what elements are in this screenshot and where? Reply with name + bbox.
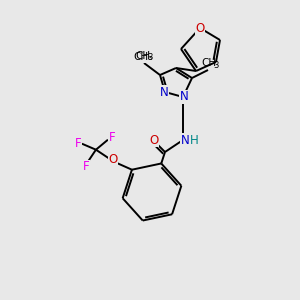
Text: CH₃: CH₃ [134,52,153,62]
Text: 3: 3 [213,61,219,70]
Text: N: N [181,134,189,146]
Text: O: O [195,22,205,34]
Text: O: O [149,134,159,146]
Text: O: O [108,153,118,166]
Text: CH: CH [201,58,217,68]
Text: CH: CH [135,51,151,61]
Text: F: F [82,160,89,173]
Text: 3: 3 [147,53,153,62]
Text: F: F [75,137,81,150]
Text: N: N [180,91,188,103]
Text: N: N [160,85,168,98]
Text: H: H [190,134,198,148]
Text: F: F [109,131,115,144]
